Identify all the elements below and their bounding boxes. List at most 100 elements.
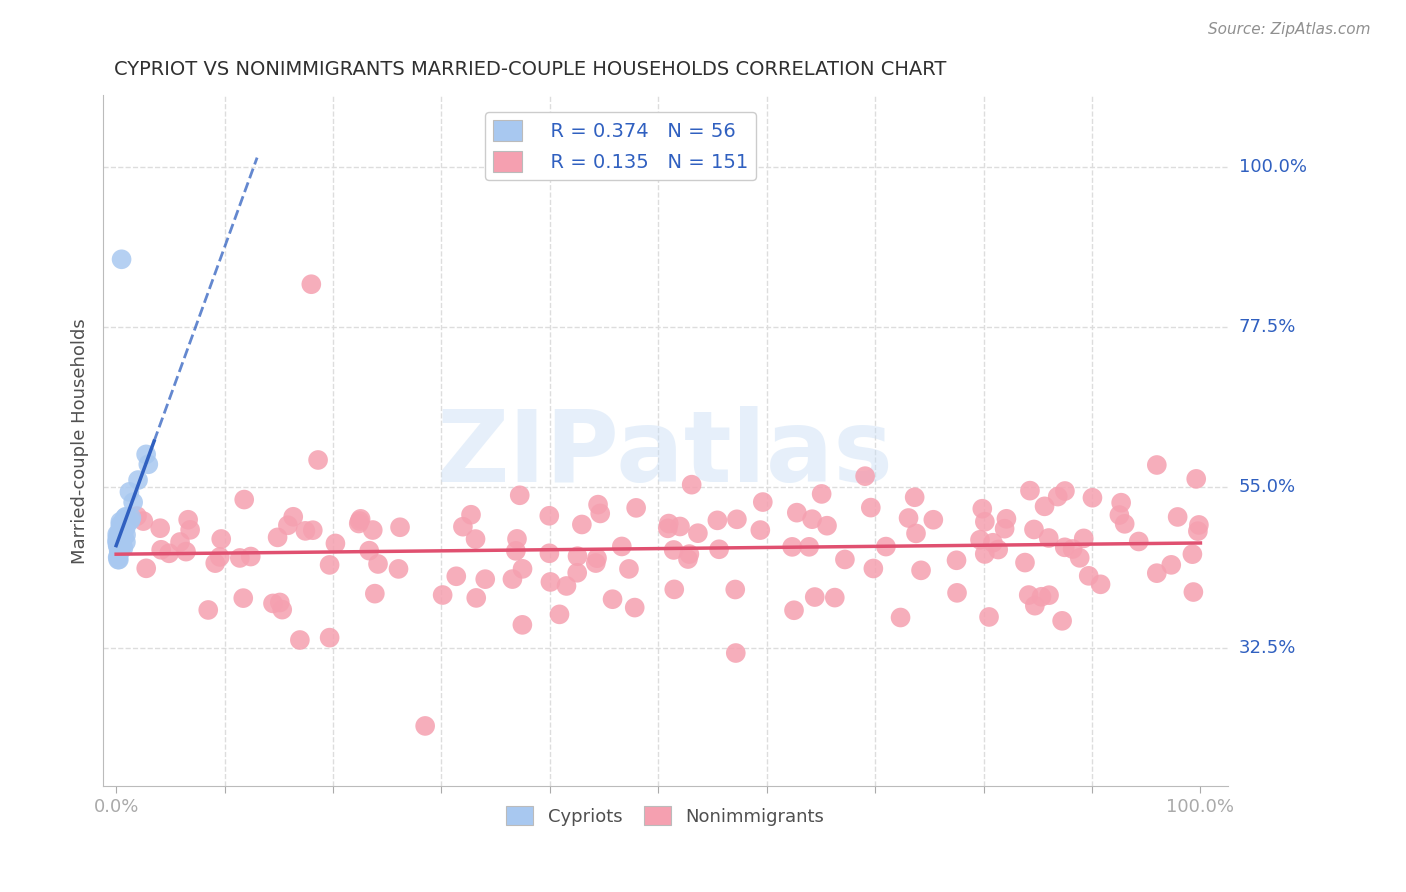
- Point: [686, 526, 709, 541]
- Point: [122, 495, 145, 509]
- Point: [749, 523, 772, 537]
- Text: 77.5%: 77.5%: [1239, 318, 1296, 336]
- Point: [112, 529, 135, 543]
- Point: [107, 552, 129, 566]
- Point: [662, 543, 685, 558]
- Point: [110, 535, 132, 549]
- Point: [538, 574, 561, 589]
- Point: [389, 520, 412, 534]
- Point: [239, 549, 262, 564]
- Point: [972, 501, 994, 516]
- Point: [112, 524, 135, 539]
- Point: [115, 535, 138, 549]
- Point: [824, 591, 846, 605]
- Point: [301, 523, 323, 537]
- Point: [177, 513, 200, 527]
- Point: [266, 530, 288, 544]
- Point: [973, 547, 995, 561]
- Point: [1187, 524, 1209, 538]
- Text: 32.5%: 32.5%: [1239, 639, 1296, 657]
- Point: [209, 532, 232, 546]
- Point: [1146, 458, 1168, 472]
- Point: [318, 631, 340, 645]
- Point: [135, 561, 157, 575]
- Point: [110, 517, 132, 532]
- Point: [624, 500, 647, 515]
- Point: [120, 510, 142, 524]
- Point: [1081, 491, 1104, 505]
- Point: [875, 540, 897, 554]
- Point: [387, 562, 409, 576]
- Point: [585, 556, 607, 570]
- Point: [724, 582, 747, 597]
- Point: [367, 557, 389, 571]
- Point: [1069, 550, 1091, 565]
- Point: [108, 533, 131, 547]
- Point: [786, 506, 808, 520]
- Point: [657, 521, 679, 535]
- Point: [115, 528, 138, 542]
- Point: [269, 595, 291, 609]
- Point: [325, 536, 347, 550]
- Point: [349, 512, 371, 526]
- Point: [922, 513, 945, 527]
- Point: [945, 553, 967, 567]
- Point: [432, 588, 454, 602]
- Point: [307, 453, 329, 467]
- Point: [108, 524, 131, 538]
- Point: [1146, 566, 1168, 581]
- Point: [233, 492, 256, 507]
- Point: [318, 558, 340, 572]
- Point: [1018, 588, 1040, 602]
- Point: [977, 610, 1000, 624]
- Point: [623, 600, 645, 615]
- Point: [125, 509, 148, 524]
- Point: [110, 539, 132, 553]
- Point: [110, 537, 132, 551]
- Point: [1019, 483, 1042, 498]
- Point: [567, 549, 589, 564]
- Point: [108, 533, 131, 548]
- Point: [108, 547, 131, 561]
- Point: [810, 487, 832, 501]
- Point: [111, 523, 134, 537]
- Point: [112, 541, 135, 555]
- Point: [111, 524, 134, 539]
- Point: [110, 525, 132, 540]
- Point: [981, 535, 1004, 549]
- Point: [658, 516, 681, 531]
- Point: [105, 534, 128, 549]
- Point: [505, 544, 527, 558]
- Point: [664, 582, 686, 597]
- Point: [602, 592, 624, 607]
- Legend: Cypriots, Nonimmigrants: Cypriots, Nonimmigrants: [499, 798, 832, 833]
- Point: [897, 511, 920, 525]
- Point: [853, 469, 876, 483]
- Point: [1185, 472, 1208, 486]
- Point: [149, 521, 172, 535]
- Point: [780, 540, 803, 554]
- Point: [589, 507, 612, 521]
- Point: [105, 531, 128, 545]
- Point: [1053, 483, 1076, 498]
- Point: [135, 447, 157, 461]
- Point: [110, 527, 132, 541]
- Point: [669, 519, 692, 533]
- Point: [890, 610, 912, 624]
- Point: [107, 539, 129, 553]
- Point: [509, 488, 531, 502]
- Point: [1014, 556, 1036, 570]
- Point: [1108, 508, 1130, 522]
- Point: [108, 533, 131, 548]
- Point: [115, 517, 138, 532]
- Point: [1181, 547, 1204, 561]
- Point: [111, 527, 134, 541]
- Point: [136, 458, 159, 472]
- Point: [1073, 532, 1095, 546]
- Point: [446, 569, 468, 583]
- Point: [859, 500, 882, 515]
- Point: [1188, 517, 1211, 532]
- Point: [555, 579, 578, 593]
- Point: [707, 542, 730, 557]
- Point: [112, 522, 135, 536]
